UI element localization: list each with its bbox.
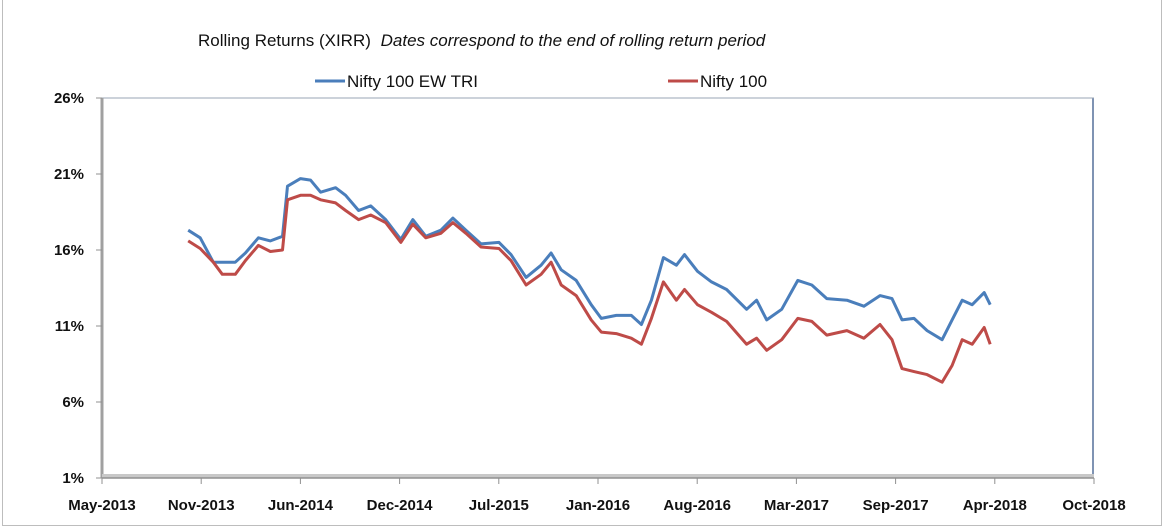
series-lines [187, 177, 992, 384]
y-tick-label: 16% [54, 242, 84, 259]
legend-label-nifty-100: Nifty 100 [700, 72, 767, 91]
x-tick-label: Dec-2014 [367, 497, 434, 514]
series-line-nifty-100 [187, 193, 992, 384]
series-line-nifty-100-ew-tri [187, 177, 992, 342]
x-tick-label: Mar-2017 [764, 497, 829, 514]
y-axis-ticks: 1% 6% 11% 16% 21% 26% [54, 90, 102, 487]
y-tick-label: 1% [62, 470, 84, 487]
x-tick-label: Jun-2014 [268, 497, 334, 514]
chart-title: Rolling Returns (XIRR) Dates correspond … [198, 31, 766, 50]
x-tick-label: Jan-2016 [566, 497, 630, 514]
legend-label-ew-tri: Nifty 100 EW TRI [347, 72, 478, 91]
y-tick-label: 26% [54, 90, 84, 107]
y-tick-label: 11% [55, 318, 84, 335]
y-tick-label: 21% [54, 166, 84, 183]
x-tick-label: Aug-2016 [663, 497, 731, 514]
y-tick-label: 6% [62, 394, 84, 411]
plot-area [100, 97, 1094, 479]
x-tick-label: Apr-2018 [963, 497, 1027, 514]
chart-subtitle: Dates correspond to the end of rolling r… [381, 31, 766, 50]
x-tick-label: May-2013 [68, 497, 136, 514]
x-tick-label: Oct-2018 [1062, 497, 1125, 514]
x-tick-label: Sep-2017 [863, 497, 929, 514]
plot-background [102, 98, 1094, 478]
x-tick-label: Jul-2015 [469, 497, 529, 514]
x-axis-ticks: May-2013 Nov-2013 Jun-2014 Dec-2014 Jul-2015… [68, 478, 1126, 514]
chart-title-main: Rolling Returns (XIRR) [198, 31, 371, 50]
legend: Nifty 100 EW TRI Nifty 100 [315, 72, 767, 91]
x-tick-label: Nov-2013 [168, 497, 235, 514]
